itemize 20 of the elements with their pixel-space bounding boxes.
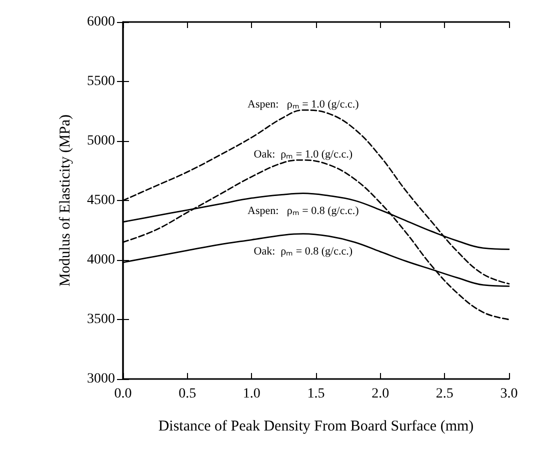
y-tick-label: 3500: [87, 312, 115, 327]
y-tick-label: 6000: [87, 14, 115, 30]
x-tick-label: 2.5: [436, 386, 454, 402]
x-tick-label: 1.5: [307, 386, 325, 402]
series-label: Oak: ρₘ = 1.0 (g/c.c.): [254, 148, 353, 161]
y-tick-label: 3000: [87, 372, 115, 386]
x-tick-label: 1.0: [242, 386, 260, 402]
x-tick-label: 3.0: [500, 386, 518, 402]
y-axis-title: Modulus of Elasticity (MPa): [58, 114, 74, 287]
y-tick-label: 5500: [87, 74, 115, 89]
x-tick-label: 0.5: [178, 386, 196, 402]
x-tick-label: 2.0: [372, 386, 390, 402]
x-axis-title: Distance of Peak Density From Board Surface (mm): [158, 418, 474, 434]
y-tick-label: 4000: [87, 252, 115, 268]
y-tick-label: 4500: [87, 193, 115, 208]
y-tick-label: 5000: [87, 134, 115, 148]
series-label: Oak: ρₘ = 0.8 (g/c.c.): [254, 245, 353, 258]
series-label: Aspen: ρₘ = 0.8 (g/c.c.): [248, 204, 360, 217]
x-tick-label: 0.0: [114, 386, 132, 402]
series-label: Aspen: ρₘ = 1.0 (g/c.c.): [248, 98, 360, 111]
